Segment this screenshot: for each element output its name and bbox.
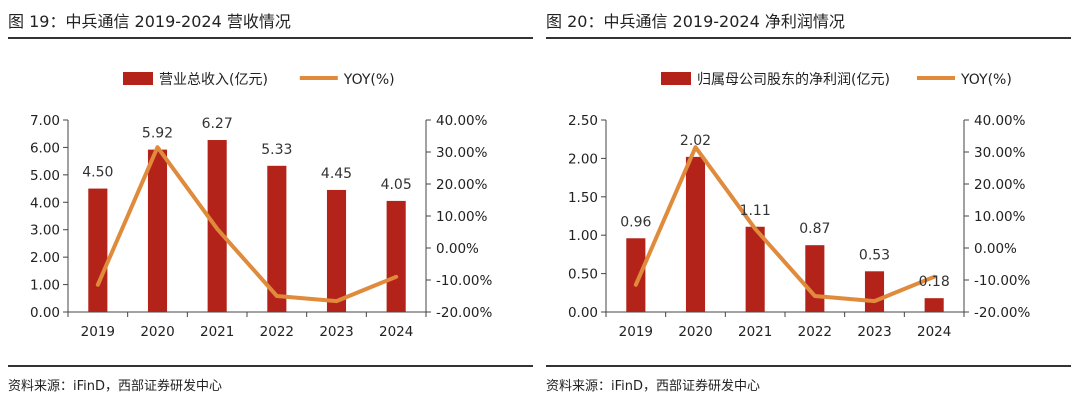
legend-swatch-bar	[123, 72, 153, 85]
chart-title: 图 19：中兵通信 2019-2024 营收情况	[8, 12, 291, 31]
bar	[267, 165, 287, 312]
y-tick-label-right: 0.00%	[974, 241, 1017, 257]
x-tick-label: 2021	[738, 324, 772, 340]
net-profit-chart: 归属母公司股东的净利润(亿元) YOY(%) 0.00 0.50 1.00 1.50 2.0…	[568, 71, 1031, 340]
y-tick-label-right: 40.00%	[436, 113, 488, 129]
y-tick-label-left: 7.00	[30, 113, 60, 129]
x-tick-label: 2022	[798, 324, 832, 340]
title-divider	[8, 37, 533, 39]
yoy-line	[633, 145, 937, 304]
source-divider	[8, 365, 533, 367]
yoy-line	[95, 145, 399, 304]
y-tick-label-left: 1.50	[568, 190, 598, 206]
x-tick-label: 2019	[81, 324, 115, 340]
y-tick-label-right: 40.00%	[974, 113, 1026, 129]
y-tick-label-left: 0.50	[568, 267, 598, 283]
x-tick-label: 2023	[319, 324, 353, 340]
legend-label-bar: 营业总收入(亿元)	[159, 72, 268, 88]
x-tick-label: 2024	[917, 324, 951, 340]
legend-swatch-bar	[661, 72, 691, 85]
legend: 归属母公司股东的净利润(亿元) YOY(%)	[661, 71, 1012, 88]
y-tick-label-left: 1.00	[568, 228, 598, 244]
bar-data-label: 4.45	[321, 166, 352, 182]
bar-data-label: 1.11	[740, 203, 771, 219]
bar-data-label: 4.05	[381, 177, 412, 193]
source-divider	[546, 365, 1071, 367]
bar-data-label: 2.02	[680, 133, 711, 149]
y-tick-label-right: -10.00%	[974, 273, 1031, 289]
bar	[626, 238, 646, 312]
bar	[864, 271, 885, 312]
x-tick-label: 2024	[379, 324, 413, 340]
y-tick-label-left: 2.00	[568, 151, 598, 167]
y-tick-label-right: 30.00%	[974, 145, 1026, 161]
legend-label-line: YOY(%)	[960, 72, 1012, 88]
y-tick-label-right: 10.00%	[974, 209, 1026, 225]
bar	[386, 200, 406, 312]
chart-panel-revenue: 图 19：中兵通信 2019-2024 营收情况 营业总收入(亿元) YOY(%)…	[8, 0, 533, 402]
legend: 营业总收入(亿元) YOY(%)	[123, 72, 395, 88]
y-tick-label-left: 2.50	[568, 113, 598, 129]
x-tick-label: 2021	[200, 324, 234, 340]
bar	[88, 188, 108, 312]
title-divider	[546, 37, 1071, 39]
bar	[685, 156, 706, 312]
source-note: 资料来源：iFinD，西部证券研发中心	[8, 379, 223, 394]
bar-data-label: 6.27	[202, 116, 233, 132]
y-tick-label-right: 20.00%	[436, 177, 488, 193]
bar-data-label: 5.92	[142, 126, 173, 142]
bar	[745, 226, 765, 312]
y-tick-label-left: 0.00	[30, 305, 60, 321]
y-tick-label-right: 10.00%	[436, 209, 488, 225]
y-tick-label-left: 0.00	[568, 305, 598, 321]
y-tick-label-right: 30.00%	[436, 145, 488, 161]
legend-label-line: YOY(%)	[343, 72, 395, 88]
chart-title: 图 20：中兵通信 2019-2024 净利润情况	[546, 12, 845, 31]
y-tick-label-right: -20.00%	[436, 305, 493, 321]
x-tick-label: 2019	[619, 324, 653, 340]
x-tick-label: 2020	[678, 324, 712, 340]
y-tick-label-right: -10.00%	[436, 273, 493, 289]
revenue-chart: 营业总收入(亿元) YOY(%) 0.00 1.00 2.00 3.00 4.00 5.00 6…	[30, 72, 493, 340]
bar-data-label: 0.18	[919, 274, 950, 290]
y-tick-label-left: 5.00	[30, 168, 60, 184]
y-tick-label-right: -20.00%	[974, 305, 1031, 321]
bar	[147, 149, 168, 312]
chart-panel-net-profit: 图 20：中兵通信 2019-2024 净利润情况 归属母公司股东的净利润(亿元…	[546, 0, 1071, 402]
legend-label-bar: 归属母公司股东的净利润(亿元)	[697, 71, 890, 88]
y-tick-label-left: 2.00	[30, 250, 60, 266]
bar	[326, 189, 347, 312]
y-tick-label-left: 6.00	[30, 140, 60, 156]
y-tick-label-left: 3.00	[30, 223, 60, 239]
x-tick-label: 2023	[857, 324, 891, 340]
y-tick-label-right: 20.00%	[974, 177, 1026, 193]
bar	[924, 298, 944, 312]
bar-data-label: 0.96	[620, 214, 651, 230]
bar	[805, 245, 825, 312]
y-tick-label-left: 1.00	[30, 278, 60, 294]
bar-data-label: 5.33	[261, 142, 292, 158]
y-tick-label-left: 4.00	[30, 195, 60, 211]
source-note: 资料来源：iFinD，西部证券研发中心	[546, 379, 761, 394]
y-tick-label-right: 0.00%	[436, 241, 479, 257]
bar-data-label: 0.53	[859, 247, 890, 263]
bar-data-label: 4.50	[82, 165, 113, 181]
bar-data-label: 0.87	[799, 221, 830, 237]
x-tick-label: 2020	[140, 324, 174, 340]
x-tick-label: 2022	[260, 324, 294, 340]
